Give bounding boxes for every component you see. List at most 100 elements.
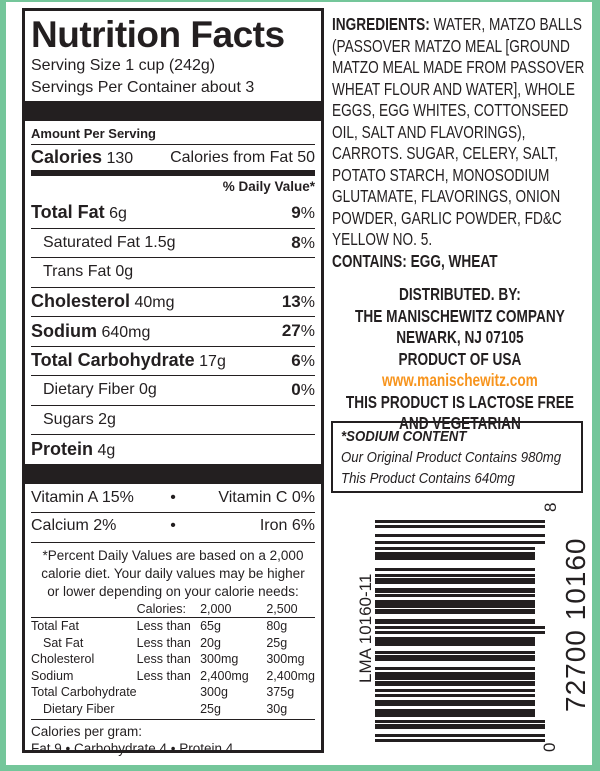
nutrient-amount: 640mg [101,323,151,341]
reference-row: Total Fat Less than 65g 80g [31,618,315,635]
vitamin-list: Vitamin A 15% • Vitamin C 0% Calcium 2% • Iro… [31,484,315,540]
upc-number: 72700 10160 [560,537,591,712]
barcode-bar [375,734,545,737]
barcode-bar [375,694,535,697]
barcode-bar [375,594,535,597]
nutrient-daily-value: 13% [281,291,315,311]
nutrient-row: Cholesterol 40mg 13% [31,286,315,317]
calories-value: 130 [106,150,134,167]
reference-cell: Cholesterol [31,652,95,666]
calories-per-gram: Calories per gram: Fat 9 • Carbohydrate … [31,719,315,757]
reference-row: Total Carbohydrate 300g 375g [31,684,315,701]
calories-label: Calories [31,147,103,167]
nutrient-label: Sodium [31,320,97,341]
nutrient-amount: 0g [139,381,157,399]
ref-2000: 2,000 [200,601,232,616]
reference-cell: Less than [136,668,191,683]
nutrient-amount: 0g [115,263,134,281]
amount-per-serving: Amount Per Serving [31,126,156,141]
nutrient-row: Protein 4g [31,434,315,464]
vitamin-row: Vitamin A 15% • Vitamin C 0% [31,484,315,512]
nutrient-amount: 2g [98,410,116,428]
distributor-line: DISTRIBUTED. BY: [398,284,521,304]
allergen-contains: CONTAINS: EGG, WHEAT [332,250,498,271]
vitamin-item: Calcium 2% [31,517,117,534]
barcode-bar [375,637,535,640]
reference-cell: 20g [200,635,221,650]
barcode-bar [375,640,535,646]
reference-cell: 25g [200,701,221,716]
nutrient-label: Trans Fat [43,263,111,281]
reference-cell: Total Carbohydrate [31,685,137,699]
barcode-bar [375,520,545,523]
reference-cell: 2,400mg [200,668,249,683]
barcode-bar [375,681,535,686]
barcode-bar [375,609,535,614]
barcode-bar [375,672,535,680]
nutrient-amount: 40mg [134,294,175,312]
nutrient-label: Sugars [43,410,94,428]
barcode-bar [375,626,545,629]
upc-check-digit: 8 [541,502,560,512]
nutrient-daily-value: 9% [291,202,315,222]
calories-per-gram-label: Calories per gram: [31,724,143,739]
reference-table: Calories: 2,000 2,500 Total Fat Less than… [31,601,315,718]
reference-cell: Less than [136,635,191,650]
barcode-bar [375,720,545,723]
reference-cell: Less than [136,652,191,666]
barcode-bar [375,619,535,624]
barcode-bar [375,655,535,661]
sodium-title: *SODIUM CONTENT [341,428,467,445]
nutrient-daily-value: 0% [291,380,315,400]
reference-cell: 30g [266,701,288,716]
footnote-line: *Percent Daily Values are based on a 2,0… [42,547,304,563]
nutrient-row: Sugars 2g [31,404,315,435]
bullet: • [170,488,176,506]
reference-cell: Sat Fat [43,635,84,650]
nutrient-label: Protein [31,438,94,459]
reference-cell: 300mg [200,652,239,666]
nutrient-daily-value: 8% [291,232,315,252]
barcode-bar [375,709,535,717]
reference-cell: Total Fat [31,619,79,633]
nutrient-daily-value: 6% [291,350,315,370]
reference-row: Sodium Less than 2,400mg 2,400mg [31,668,315,685]
barcode-bar [375,534,545,537]
nutrient-row: Total Carbohydrate 17g 6% [31,345,315,376]
nutrient-amount: 17g [199,353,226,371]
nutrient-row: Sodium 640mg 27% [31,316,315,346]
barcode-bar [375,667,535,670]
nutrient-label: Dietary Fiber [43,381,135,399]
vitamin-row: Calcium 2% • Iron 6% [31,511,315,540]
website-link[interactable]: www.manischewitz.com [382,370,538,390]
barcode-bar [375,547,535,550]
medium-divider [31,170,315,176]
barcode-bar [375,578,535,584]
ref-calories-label: Calories: [136,601,186,616]
barcode-bar [375,568,535,571]
reference-cell: 25g [266,635,288,650]
ingredients-label: INGREDIENTS: [332,14,430,34]
distributor-info: DISTRIBUTED. BY: THE MANISCHEWITZ COMPAN… [332,284,588,435]
thick-divider [25,463,321,484]
vitamin-item: Iron 6% [259,517,315,534]
nutrient-label: Saturated Fat [43,233,140,251]
reference-cell: 65g [200,619,221,633]
barcode-bar [375,574,535,577]
nutrient-label: Cholesterol [31,291,131,312]
reference-cell: 80g [266,619,288,633]
sodium-content-box: *SODIUM CONTENT Our Original Product Con… [331,421,583,493]
nutrient-row: Total Fat 6g 9% [31,198,315,228]
barcode-bar [375,600,535,608]
vegetarian-line: AND VEGETARIAN [398,413,521,433]
barcode-bar [375,525,545,528]
sodium-original: Our Original Product Contains 980mg [341,449,562,466]
vitamin-item: Vitamin A 15% [31,488,134,506]
ingredients-column: INGREDIENTS: WATER, MATZO BALLS (PASSOVE… [332,14,589,435]
ingredients-text: WATER, MATZO BALLS (PASSOVER MATZO MEAL … [332,14,585,249]
barcode-bar [375,588,535,593]
reference-cell: 375g [266,685,295,699]
thick-divider [25,101,321,121]
nutrient-amount: 4g [97,441,116,459]
